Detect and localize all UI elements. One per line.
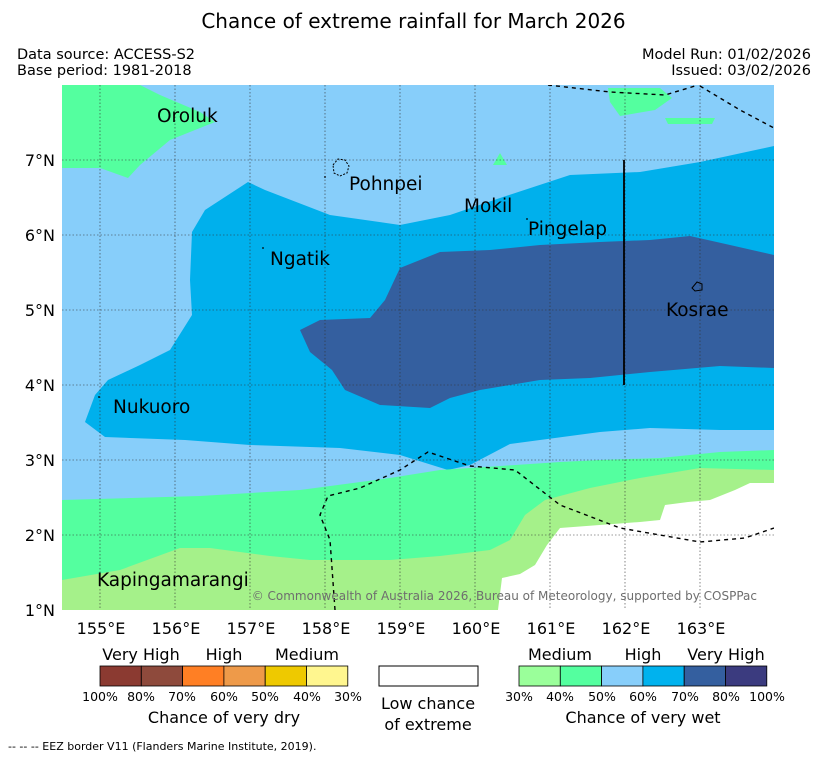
island-dot xyxy=(324,176,326,178)
wet-color-bar xyxy=(518,665,768,687)
graticule xyxy=(62,85,774,610)
legend-dry: Very High High Medium 100% 80% 70% 60% 5… xyxy=(82,645,362,727)
low-swatch xyxy=(378,665,479,687)
label-kapingamarangi: Kapingamarangi xyxy=(97,570,249,591)
label-pingelap: Pingelap xyxy=(528,219,607,240)
data-source: Data source: ACCESS-S2 xyxy=(17,47,196,63)
lon-tick: 157°E xyxy=(227,619,276,638)
dry-swatch xyxy=(223,665,266,687)
eez-footnote: -- -- -- EEZ border V11 (Flanders Marine… xyxy=(8,740,317,753)
low-caption-line1: Low chance xyxy=(381,694,475,713)
dry-swatch xyxy=(264,665,307,687)
zone-medium-40-northeast xyxy=(608,88,672,116)
label-nukuoro: Nukuoro xyxy=(113,397,190,418)
lon-tick: 158°E xyxy=(302,619,351,638)
dry-pct: 70% xyxy=(168,689,196,704)
legend-wet: Medium High Very High 30% 40% 50% 60% 70… xyxy=(505,645,785,727)
map[interactable]: Oroluk Pohnpei Mokil Pingelap Ngatik Kos… xyxy=(0,0,827,740)
wet-group-very-high: Very High xyxy=(687,645,764,664)
zone-medium-40-dot xyxy=(493,153,507,165)
dry-pct: 50% xyxy=(251,689,279,704)
wet-pct: 40% xyxy=(546,689,574,704)
lat-tick: 4°N xyxy=(25,376,55,395)
wet-swatch xyxy=(683,665,726,687)
wet-pct: 70% xyxy=(671,689,699,704)
zone-very-high-70 xyxy=(300,236,774,408)
dry-caption: Chance of very dry xyxy=(148,708,300,727)
wet-swatch xyxy=(725,665,768,687)
copyright-text: © Commonwealth of Australia 2026, Bureau… xyxy=(252,589,757,603)
lon-tick: 161°E xyxy=(527,619,576,638)
base-period: Base period: 1981-2018 xyxy=(17,63,192,79)
ngatik-dot xyxy=(262,247,264,249)
label-kosrae: Kosrae xyxy=(666,300,729,321)
lat-tick: 5°N xyxy=(25,301,55,320)
nukuoro-dot xyxy=(98,396,100,398)
wet-group-high: High xyxy=(625,645,662,664)
lat-tick: 2°N xyxy=(25,526,55,545)
longitude-ticks: 155°E 156°E 157°E 158°E 159°E 160°E 161°… xyxy=(77,619,726,638)
map-plot-area xyxy=(62,85,774,610)
wet-pct: 30% xyxy=(505,689,533,704)
dry-color-bar xyxy=(99,665,349,687)
zone-medium-40-patch xyxy=(665,118,715,124)
latitude-ticks: 7°N 6°N 5°N 4°N 3°N 2°N 1°N xyxy=(25,151,55,620)
dry-pct: 60% xyxy=(210,689,238,704)
dry-swatch xyxy=(140,665,184,687)
issued-date: Issued: 03/02/2026 xyxy=(671,63,811,79)
lon-tick: 155°E xyxy=(77,619,126,638)
lon-tick: 156°E xyxy=(152,619,201,638)
lat-tick: 7°N xyxy=(25,151,55,170)
zone-low-chance xyxy=(498,483,774,610)
zone-medium-40-northwest xyxy=(62,85,215,178)
dry-pct: 30% xyxy=(334,689,362,704)
dry-swatch xyxy=(306,665,349,687)
lon-tick: 163°E xyxy=(677,619,726,638)
dry-pct: 80% xyxy=(127,689,155,704)
low-caption-line2: of extreme xyxy=(384,715,471,734)
wet-pct: 50% xyxy=(588,689,616,704)
label-pohnpei: Pohnpei xyxy=(349,174,423,195)
wet-pct: 80% xyxy=(712,689,740,704)
wet-caption: Chance of very wet xyxy=(565,708,720,727)
dry-pct: 40% xyxy=(293,689,321,704)
model-run: Model Run: 01/02/2026 xyxy=(641,47,811,63)
meta-right: Model Run: 01/02/2026 Issued: 03/02/2026 xyxy=(642,47,811,79)
pingelap-dot xyxy=(526,218,528,220)
label-mokil: Mokil xyxy=(464,196,512,217)
wet-pct: 60% xyxy=(629,689,657,704)
dry-swatch xyxy=(182,665,225,687)
wet-swatch xyxy=(559,665,602,687)
dry-swatch xyxy=(99,665,142,687)
dry-group-very-high: Very High xyxy=(102,645,179,664)
lon-tick: 162°E xyxy=(602,619,651,638)
label-oroluk: Oroluk xyxy=(157,106,218,127)
lat-tick: 1°N xyxy=(25,601,55,620)
wet-swatch xyxy=(601,665,644,687)
dry-pct: 100% xyxy=(82,689,118,704)
meta-left: Data source: ACCESS-S2 Base period: 1981… xyxy=(17,47,195,79)
eez-border xyxy=(319,85,774,610)
chart-title: Chance of extreme rainfall for March 202… xyxy=(201,9,626,33)
wet-group-medium: Medium xyxy=(528,645,592,664)
wet-swatch xyxy=(518,665,561,687)
label-ngatik: Ngatik xyxy=(270,249,330,270)
lat-tick: 3°N xyxy=(25,451,55,470)
kosrae-island-shape xyxy=(691,281,703,292)
wet-swatch xyxy=(642,665,685,687)
wet-pct: 100% xyxy=(749,689,785,704)
lon-tick: 159°E xyxy=(377,619,426,638)
lon-tick: 160°E xyxy=(452,619,501,638)
legend-low: Low chance of extreme xyxy=(378,665,479,734)
lat-tick: 6°N xyxy=(25,226,55,245)
pohnpei-island-shape xyxy=(332,158,350,177)
dry-group-medium: Medium xyxy=(275,645,339,664)
dry-group-high: High xyxy=(206,645,243,664)
